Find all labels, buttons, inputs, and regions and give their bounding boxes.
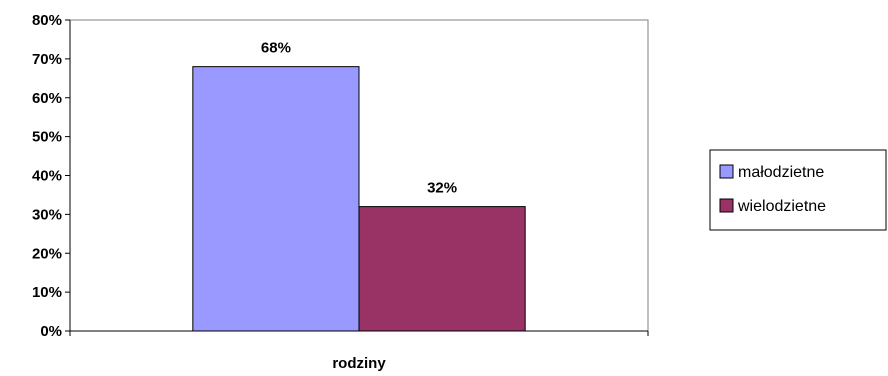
axes [65,19,649,336]
x-category-label: rodziny [332,355,386,372]
y-tick-label: 10% [32,284,62,301]
y-tick-label: 60% [32,90,62,107]
y-tick-label: 30% [32,206,62,223]
y-tick-label: 20% [32,245,62,262]
y-tick-label: 70% [32,51,62,68]
y-tick-label: 0% [40,323,62,340]
legend-box [709,149,887,231]
x-axis-labels: rodziny [332,355,386,372]
legend: małodzietne wielodzietne [709,149,887,231]
legend-swatch [719,164,734,179]
data-label: 32% [427,180,457,197]
y-tick-label: 50% [32,129,62,146]
y-tick-label: 80% [32,12,62,29]
legend-entry-label: małodzietne [738,164,824,181]
bar-2 [358,206,526,332]
legend-entry-label: wielodzietne [737,198,826,215]
data-label: 68% [261,40,291,57]
y-axis-ticks: 0% 10% 20% 30% 40% 50% 60% 70% 80% [32,12,62,340]
legend-swatch [719,198,734,213]
data-labels: 68% 32% [261,40,457,197]
y-tick-label: 40% [32,168,62,185]
bar-1 [192,66,360,332]
bars [192,66,526,332]
